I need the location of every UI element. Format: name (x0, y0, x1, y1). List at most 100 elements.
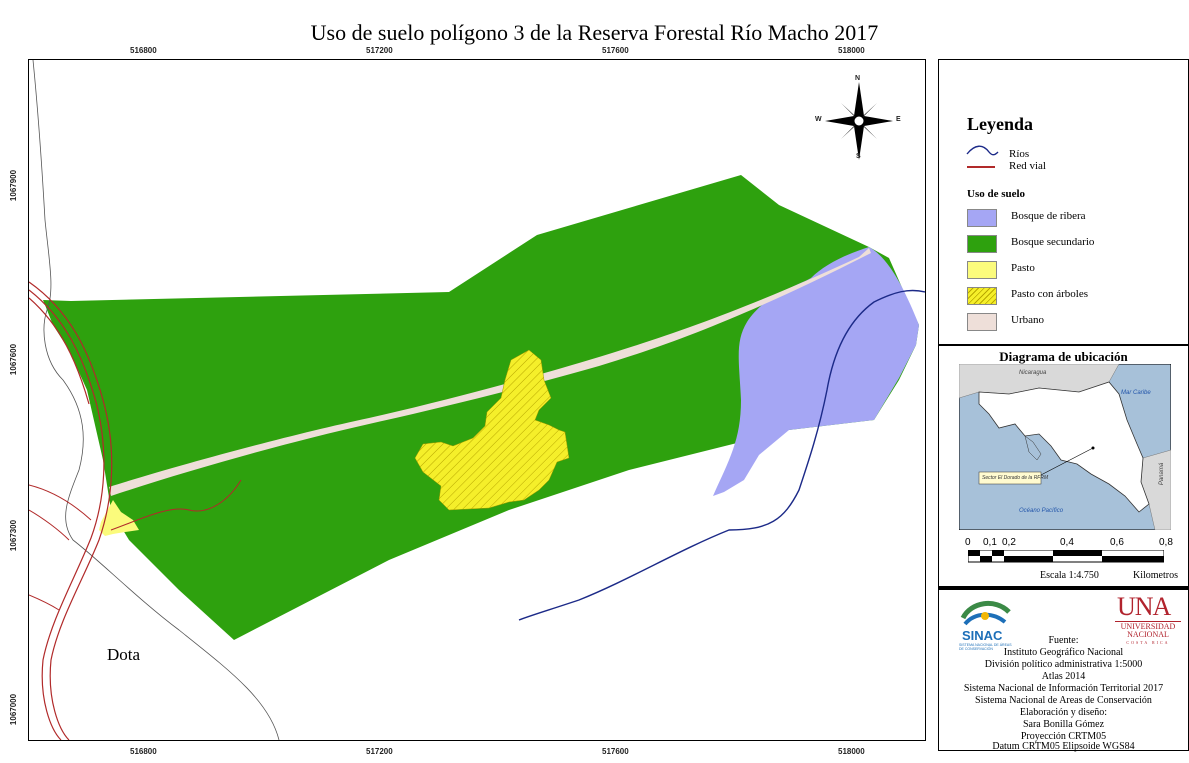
side-road-4 (29, 594, 60, 611)
compass-west-arm (825, 116, 859, 126)
x-tick-bottom-2: 517200 (366, 747, 393, 756)
compass-se-arm (859, 121, 877, 139)
scale-bar-area: 0 0,1 0,2 0,4 0,6 0,8 Escala 1:4.750 Kil… (938, 530, 1187, 588)
inset-pacifico-label: Océano Pacífico (1019, 508, 1064, 514)
sinac-logo-icon (960, 601, 1011, 626)
swatch-urbano (967, 313, 997, 331)
scale-text: Escala 1:4.750 (1040, 570, 1099, 581)
scale-num-0: 0 (965, 537, 971, 548)
swatch-bosque-secundario (967, 235, 997, 253)
scale-num-08: 0,8 (1159, 537, 1173, 548)
x-tick-top-4: 518000 (838, 46, 865, 55)
legend-panel: Leyenda Ríos Red vial Uso de suelo Bosqu… (938, 59, 1189, 345)
pasto-con-arboles-area (414, 349, 570, 511)
scale-num-04: 0,4 (1060, 537, 1074, 548)
scale-num-06: 0,6 (1110, 537, 1124, 548)
credit-line-10: Datum CRTM05 Elipsoide WGS84 (992, 741, 1135, 752)
legend-pasto-arboles: Pasto con árboles (1011, 288, 1088, 300)
bosque-ribera-area (713, 247, 919, 496)
credit-line-4: Atlas 2014 (1041, 671, 1086, 682)
main-road-b (29, 289, 105, 740)
location-diagram-title: Diagrama de ubicación (999, 349, 1128, 364)
scale-seg-3 (992, 550, 1004, 556)
una-sub1: UNIVERSIDAD (1120, 622, 1176, 631)
inset-panama-label: Panamá (1159, 462, 1166, 486)
sinac-logo-arc-1 (960, 601, 1011, 620)
compass-n-label: N (855, 75, 861, 82)
red-vial-lines (29, 281, 242, 740)
inset-area-label: Sector El Dorado de la RFRM (982, 475, 1049, 481)
credit-line-7: Elaboración y diseño: (1019, 707, 1108, 718)
compass-sw-arm (841, 121, 859, 139)
swatch-pasto (967, 261, 997, 279)
x-tick-bottom-4: 518000 (838, 747, 865, 756)
compass-ne-arm (859, 103, 877, 121)
costa-rica-inset-map (959, 364, 1171, 530)
gulf-nicoya (1024, 435, 1042, 461)
pasto-area (99, 500, 139, 536)
swatch-bosque-ribera (967, 209, 997, 227)
scale-seg-5 (1053, 550, 1102, 556)
compass-north-arm (854, 82, 864, 121)
legend-rios-label: Ríos (1009, 148, 1030, 160)
urbano-strip (109, 248, 871, 496)
inset-leader-line (1038, 447, 1094, 477)
rios-legend-line (966, 145, 999, 156)
compass-south-arm (854, 121, 864, 160)
compass-e-label: E (896, 116, 901, 123)
y-tick-left-4: 1067000 (9, 693, 19, 726)
compass-nw-arm (841, 103, 859, 121)
side-road-2 (29, 484, 92, 521)
compass-w-label: W (815, 116, 822, 123)
side-road-3 (29, 509, 70, 541)
scale-seg-1 (968, 550, 980, 556)
legend-bosque-secundario: Bosque secundario (1011, 236, 1095, 248)
compass-center (853, 115, 865, 127)
sinac-subtext: SISTEMA NACIONAL DE ÁREAS DE CONSERVACIÓ… (959, 643, 1012, 651)
sinac-logo-dot (981, 612, 989, 620)
main-road-c (29, 297, 90, 405)
main-road-a (29, 281, 113, 740)
una-sub2: NACIONAL (1127, 630, 1169, 639)
main-map[interactable]: Dota N S E W (28, 59, 926, 741)
x-tick-top-3: 517600 (602, 46, 629, 55)
scale-num-02: 0,2 (1002, 537, 1016, 548)
scale-seg-6 (1102, 556, 1164, 562)
compass-rose-icon (825, 82, 893, 160)
credit-line-3: División político administrativa 1:5000 (984, 659, 1143, 670)
legend-title: Leyenda (967, 114, 1034, 134)
x-tick-bottom-3: 517600 (602, 747, 629, 756)
scale-bar (968, 550, 1164, 563)
scale-seg-2 (980, 556, 992, 562)
credit-line-8: Sara Bonilla Gómez (1022, 719, 1105, 730)
rios-legend-icon (966, 145, 999, 156)
una-logo-rule (1115, 621, 1181, 622)
canton-boundary (32, 60, 280, 740)
legend-pasto: Pasto (1011, 262, 1035, 274)
credit-line-9: Proyección CRTM05 (1020, 731, 1107, 742)
legend-bosque-ribera: Bosque de ribera (1011, 210, 1086, 222)
credit-line-1: Fuente: (1048, 635, 1079, 646)
compass-east-arm (859, 116, 893, 126)
scale-seg-4 (1004, 556, 1053, 562)
uso-de-suelo-title: Uso de suelo (967, 188, 1026, 200)
inset-label-box (978, 471, 1042, 485)
una-sub3: COSTA RICA (1126, 640, 1170, 645)
compass-s-label: S (856, 153, 861, 160)
inset-mar-caribe-label: Mar Caribe (1121, 390, 1151, 396)
swatch-pasto-arboles (967, 287, 997, 305)
side-road-1 (110, 479, 242, 531)
y-tick-left-2: 1067600 (9, 343, 19, 376)
credit-line-6: Sistema Nacional de Areas de Conservació… (975, 695, 1152, 706)
scale-num-01: 0,1 (983, 537, 997, 548)
scale-unit: Kilometros (1133, 570, 1178, 581)
bosque-secundario-area (43, 175, 919, 640)
dota-label: Dota (107, 645, 141, 664)
inset-nicaragua-label: Nicaragua (1019, 370, 1047, 376)
x-tick-top-2: 517200 (366, 46, 393, 55)
credit-line-5: Sistema Nacional de Información Territor… (963, 683, 1164, 694)
red-vial-legend-icon (967, 166, 995, 168)
x-tick-top-1: 516800 (130, 46, 157, 55)
credits-panel: SINAC SISTEMA NACIONAL DE ÁREAS DE CONSE… (938, 589, 1189, 752)
legend-red-vial-label: Red vial (1009, 160, 1046, 172)
